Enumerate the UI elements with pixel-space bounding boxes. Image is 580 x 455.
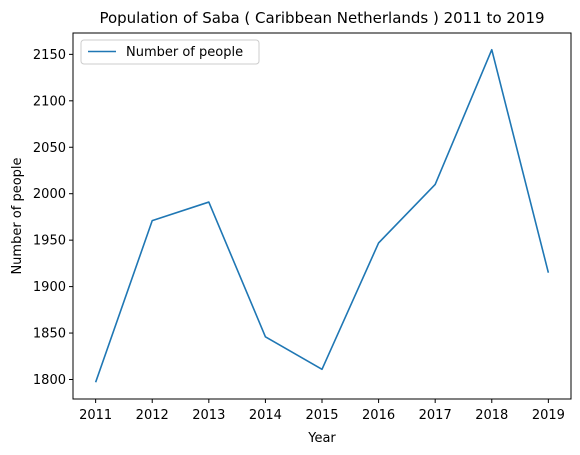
x-tick-label: 2011 [79,408,112,423]
series-line-number-of-people [94,48,550,383]
y-tick-label: 2050 [33,141,66,156]
plot-area [72,32,572,400]
y-tick-label: 2000 [33,187,66,202]
y-tick-label: 2150 [33,48,66,63]
y-axis-label: Number of people [10,157,25,274]
y-tick-label: 1850 [33,327,66,342]
x-axis-ticks: 2011 2012 2013 2014 2015 2016 2017 2018 2019 [79,399,565,423]
y-tick-label: 1900 [33,280,66,295]
x-tick-label: 2016 [362,408,395,423]
legend-box [80,39,260,65]
x-tick-label: 2017 [419,408,452,423]
y-axis-ticks: 1800 1850 1900 1950 2000 2050 2100 2150 [33,48,73,388]
x-tick-label: 2013 [192,408,225,423]
chart-title: Population of Saba ( Caribbean Netherlan… [99,9,544,27]
legend: Number of people [80,39,260,65]
x-tick-label: 2018 [475,408,508,423]
x-tick-label: 2012 [136,408,169,423]
axes-frame [72,32,572,400]
x-tick-label: 2015 [305,408,338,423]
y-tick-label: 1950 [33,234,66,249]
x-tick-label: 2014 [249,408,282,423]
x-tick-label: 2019 [532,408,565,423]
y-tick-label: 2100 [33,94,66,109]
legend-label: Number of people [126,45,243,60]
y-tick-label: 1800 [33,373,66,388]
x-axis-label: Year [307,431,336,446]
